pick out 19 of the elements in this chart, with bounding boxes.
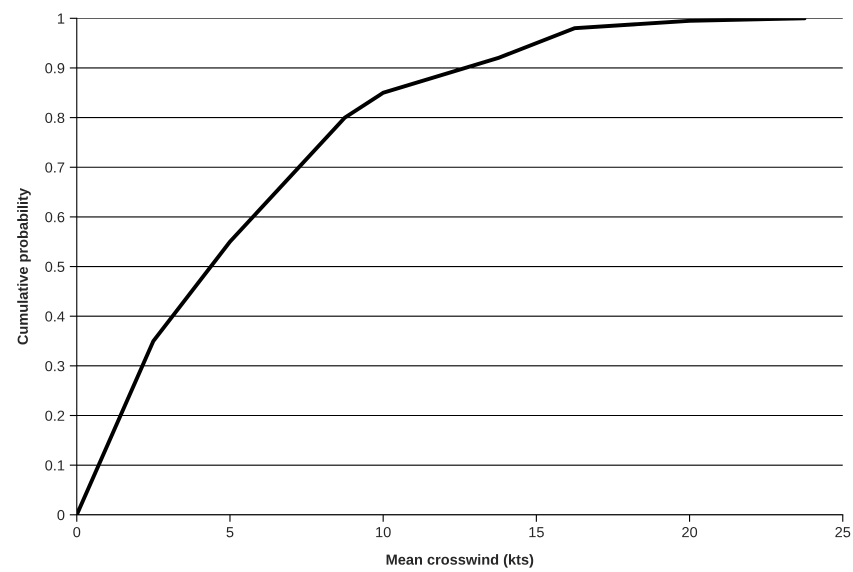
x-tick-label: 20 xyxy=(682,526,698,538)
y-tick-label: 0.5 xyxy=(45,262,64,272)
y-tick-label: 1 xyxy=(58,14,64,24)
x-tick-label: 15 xyxy=(529,527,544,538)
y-tick-label: 0 xyxy=(57,510,64,520)
y-tick-label: 0.1 xyxy=(45,460,64,471)
y-tick-label: 0.2 xyxy=(45,410,64,421)
y-tick-label: 0.4 xyxy=(45,311,65,322)
x-tick-label: 10 xyxy=(376,526,391,538)
x-axis-title: Mean crosswind (kts) xyxy=(386,554,534,568)
y-tick-label: 0.7 xyxy=(45,162,64,173)
y-tick-label: 0.8 xyxy=(45,112,64,124)
y-tick-label: 0.6 xyxy=(45,212,64,222)
x-tick-label: 5 xyxy=(226,527,234,538)
y-tick-label: 0.3 xyxy=(45,360,64,372)
x-tick-label: 25 xyxy=(835,526,850,538)
x-tick-label: 0 xyxy=(73,526,80,538)
y-axis-title: Cumulative probability xyxy=(17,188,31,345)
y-tick-label: 0.9 xyxy=(45,63,64,74)
